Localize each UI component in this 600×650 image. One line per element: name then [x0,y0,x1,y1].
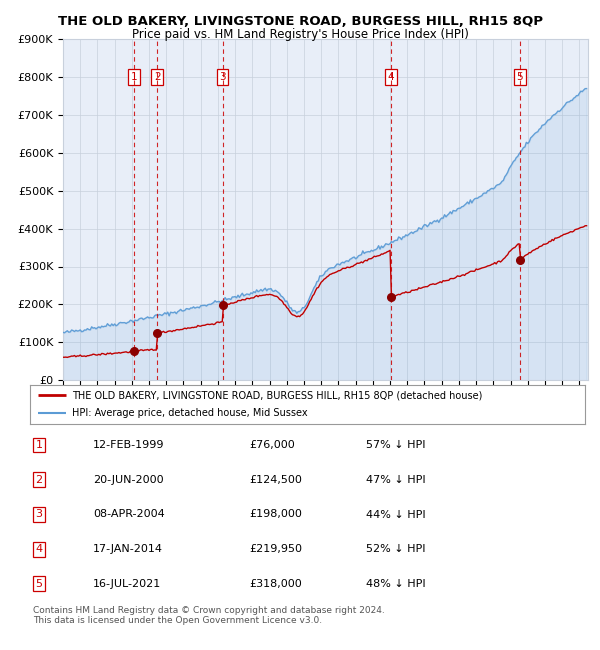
Text: Price paid vs. HM Land Registry's House Price Index (HPI): Price paid vs. HM Land Registry's House … [131,28,469,41]
Text: 3: 3 [219,72,226,82]
Text: £198,000: £198,000 [249,510,302,519]
Text: 5: 5 [517,72,523,82]
Text: £76,000: £76,000 [249,440,295,450]
Text: THE OLD BAKERY, LIVINGSTONE ROAD, BURGESS HILL, RH15 8QP: THE OLD BAKERY, LIVINGSTONE ROAD, BURGES… [58,15,542,28]
Text: 48% ↓ HPI: 48% ↓ HPI [366,579,425,589]
Text: 2: 2 [154,72,160,82]
Text: 44% ↓ HPI: 44% ↓ HPI [366,510,425,519]
Text: £318,000: £318,000 [249,579,302,589]
Text: £124,500: £124,500 [249,474,302,485]
Text: 4: 4 [35,544,43,554]
Text: 52% ↓ HPI: 52% ↓ HPI [366,544,425,554]
Text: THE OLD BAKERY, LIVINGSTONE ROAD, BURGESS HILL, RH15 8QP (detached house): THE OLD BAKERY, LIVINGSTONE ROAD, BURGES… [71,391,482,400]
Text: 16-JUL-2021: 16-JUL-2021 [93,579,161,589]
Text: 2: 2 [35,474,43,485]
Text: 5: 5 [35,579,43,589]
Text: £219,950: £219,950 [249,544,302,554]
Text: 57% ↓ HPI: 57% ↓ HPI [366,440,425,450]
Text: 4: 4 [388,72,394,82]
Text: Contains HM Land Registry data © Crown copyright and database right 2024.
This d: Contains HM Land Registry data © Crown c… [33,606,385,625]
Text: 20-JUN-2000: 20-JUN-2000 [93,474,164,485]
Text: 3: 3 [35,510,43,519]
Text: 08-APR-2004: 08-APR-2004 [93,510,165,519]
Text: 1: 1 [130,72,137,82]
Text: 12-FEB-1999: 12-FEB-1999 [93,440,164,450]
Text: 17-JAN-2014: 17-JAN-2014 [93,544,163,554]
Text: 1: 1 [35,440,43,450]
Text: 47% ↓ HPI: 47% ↓ HPI [366,474,425,485]
Text: HPI: Average price, detached house, Mid Sussex: HPI: Average price, detached house, Mid … [71,408,307,418]
